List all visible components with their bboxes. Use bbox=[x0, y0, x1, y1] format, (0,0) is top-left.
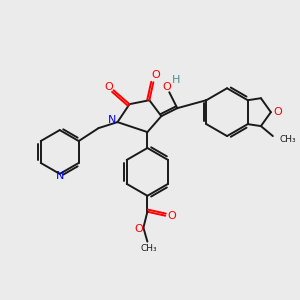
Text: H: H bbox=[172, 75, 181, 85]
Text: N: N bbox=[108, 115, 117, 125]
Text: O: O bbox=[274, 107, 282, 117]
Text: O: O bbox=[162, 82, 171, 92]
Text: O: O bbox=[151, 70, 160, 80]
Text: O: O bbox=[134, 224, 143, 234]
Text: CH₃: CH₃ bbox=[140, 244, 157, 253]
Text: O: O bbox=[167, 211, 176, 221]
Text: O: O bbox=[104, 82, 113, 92]
Text: N: N bbox=[56, 171, 64, 181]
Text: CH₃: CH₃ bbox=[280, 134, 296, 143]
